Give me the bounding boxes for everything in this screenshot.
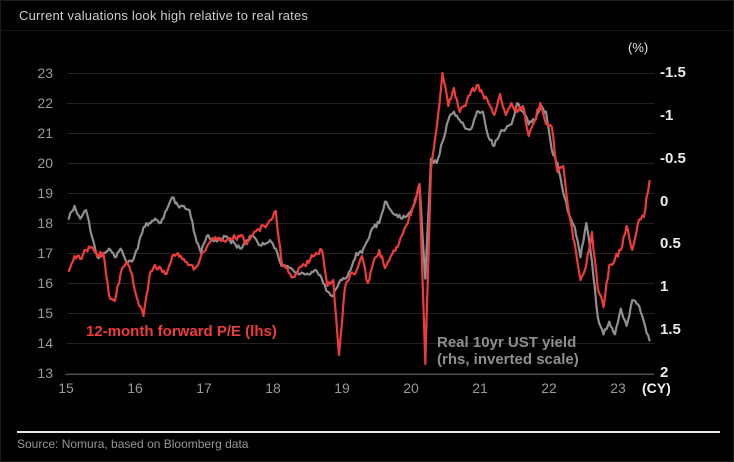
x-axis-tick-label: 23 [610,380,626,396]
right-axis-tick-label: 2 [660,364,669,381]
chart-title: Current valuations look high relative to… [19,8,309,23]
right-axis-unit-label: (%) [628,40,649,55]
right-axis-tick-label: -0.5 [660,149,686,167]
legend-yield-line1: Real 10yr UST yield [437,334,577,351]
left-axis-tick-label: 19 [37,185,53,201]
left-axis-tick-label: 17 [37,245,53,261]
x-axis-tick-label: 20 [403,380,419,396]
legend-pe-label: 12-month forward P/E (lhs) [86,323,277,340]
x-axis-tick-label: 22 [541,380,557,396]
source-divider [17,431,720,433]
x-axis-unit-label: (CY) [642,380,671,396]
left-axis-tick-label: 22 [37,95,53,111]
right-axis-tick-label: 0 [660,192,669,210]
legend-yield-line2: (rhs, inverted scale) [437,351,579,368]
left-axis-tick-label: 16 [37,275,53,291]
left-axis-tick-label: 14 [37,335,53,351]
x-axis-tick-label: 18 [265,380,281,396]
legend-yield-label: Real 10yr UST yield (rhs, inverted scale… [437,334,579,368]
title-divider [1,30,733,31]
x-axis-tick-label: 19 [334,380,350,396]
left-axis-tick-label: 18 [37,215,53,231]
x-axis-tick-label: 17 [196,380,212,396]
right-axis-tick-label: 1 [660,278,669,296]
yield-line-series [67,101,651,342]
source-text: Source: Nomura, based on Bloomberg data [17,437,249,451]
right-axis-tick-label: -1 [660,106,674,124]
x-axis-tick-label: 16 [127,380,143,396]
right-axis-tick-label: 0.5 [660,235,681,253]
pe-line-series [67,71,651,366]
right-axis-tick-label: -1.5 [660,64,686,81]
x-axis-tick-label: 15 [58,380,74,396]
left-axis-tick-label: 15 [37,305,53,321]
x-axis-tick-label: 21 [472,380,488,396]
left-axis-tick-label: 23 [37,65,53,81]
left-axis-tick-label: 20 [37,155,53,171]
left-axis-tick-label: 21 [37,125,53,141]
left-axis-tick-label: 13 [37,365,53,381]
right-axis-tick-label: 1.5 [660,321,681,339]
